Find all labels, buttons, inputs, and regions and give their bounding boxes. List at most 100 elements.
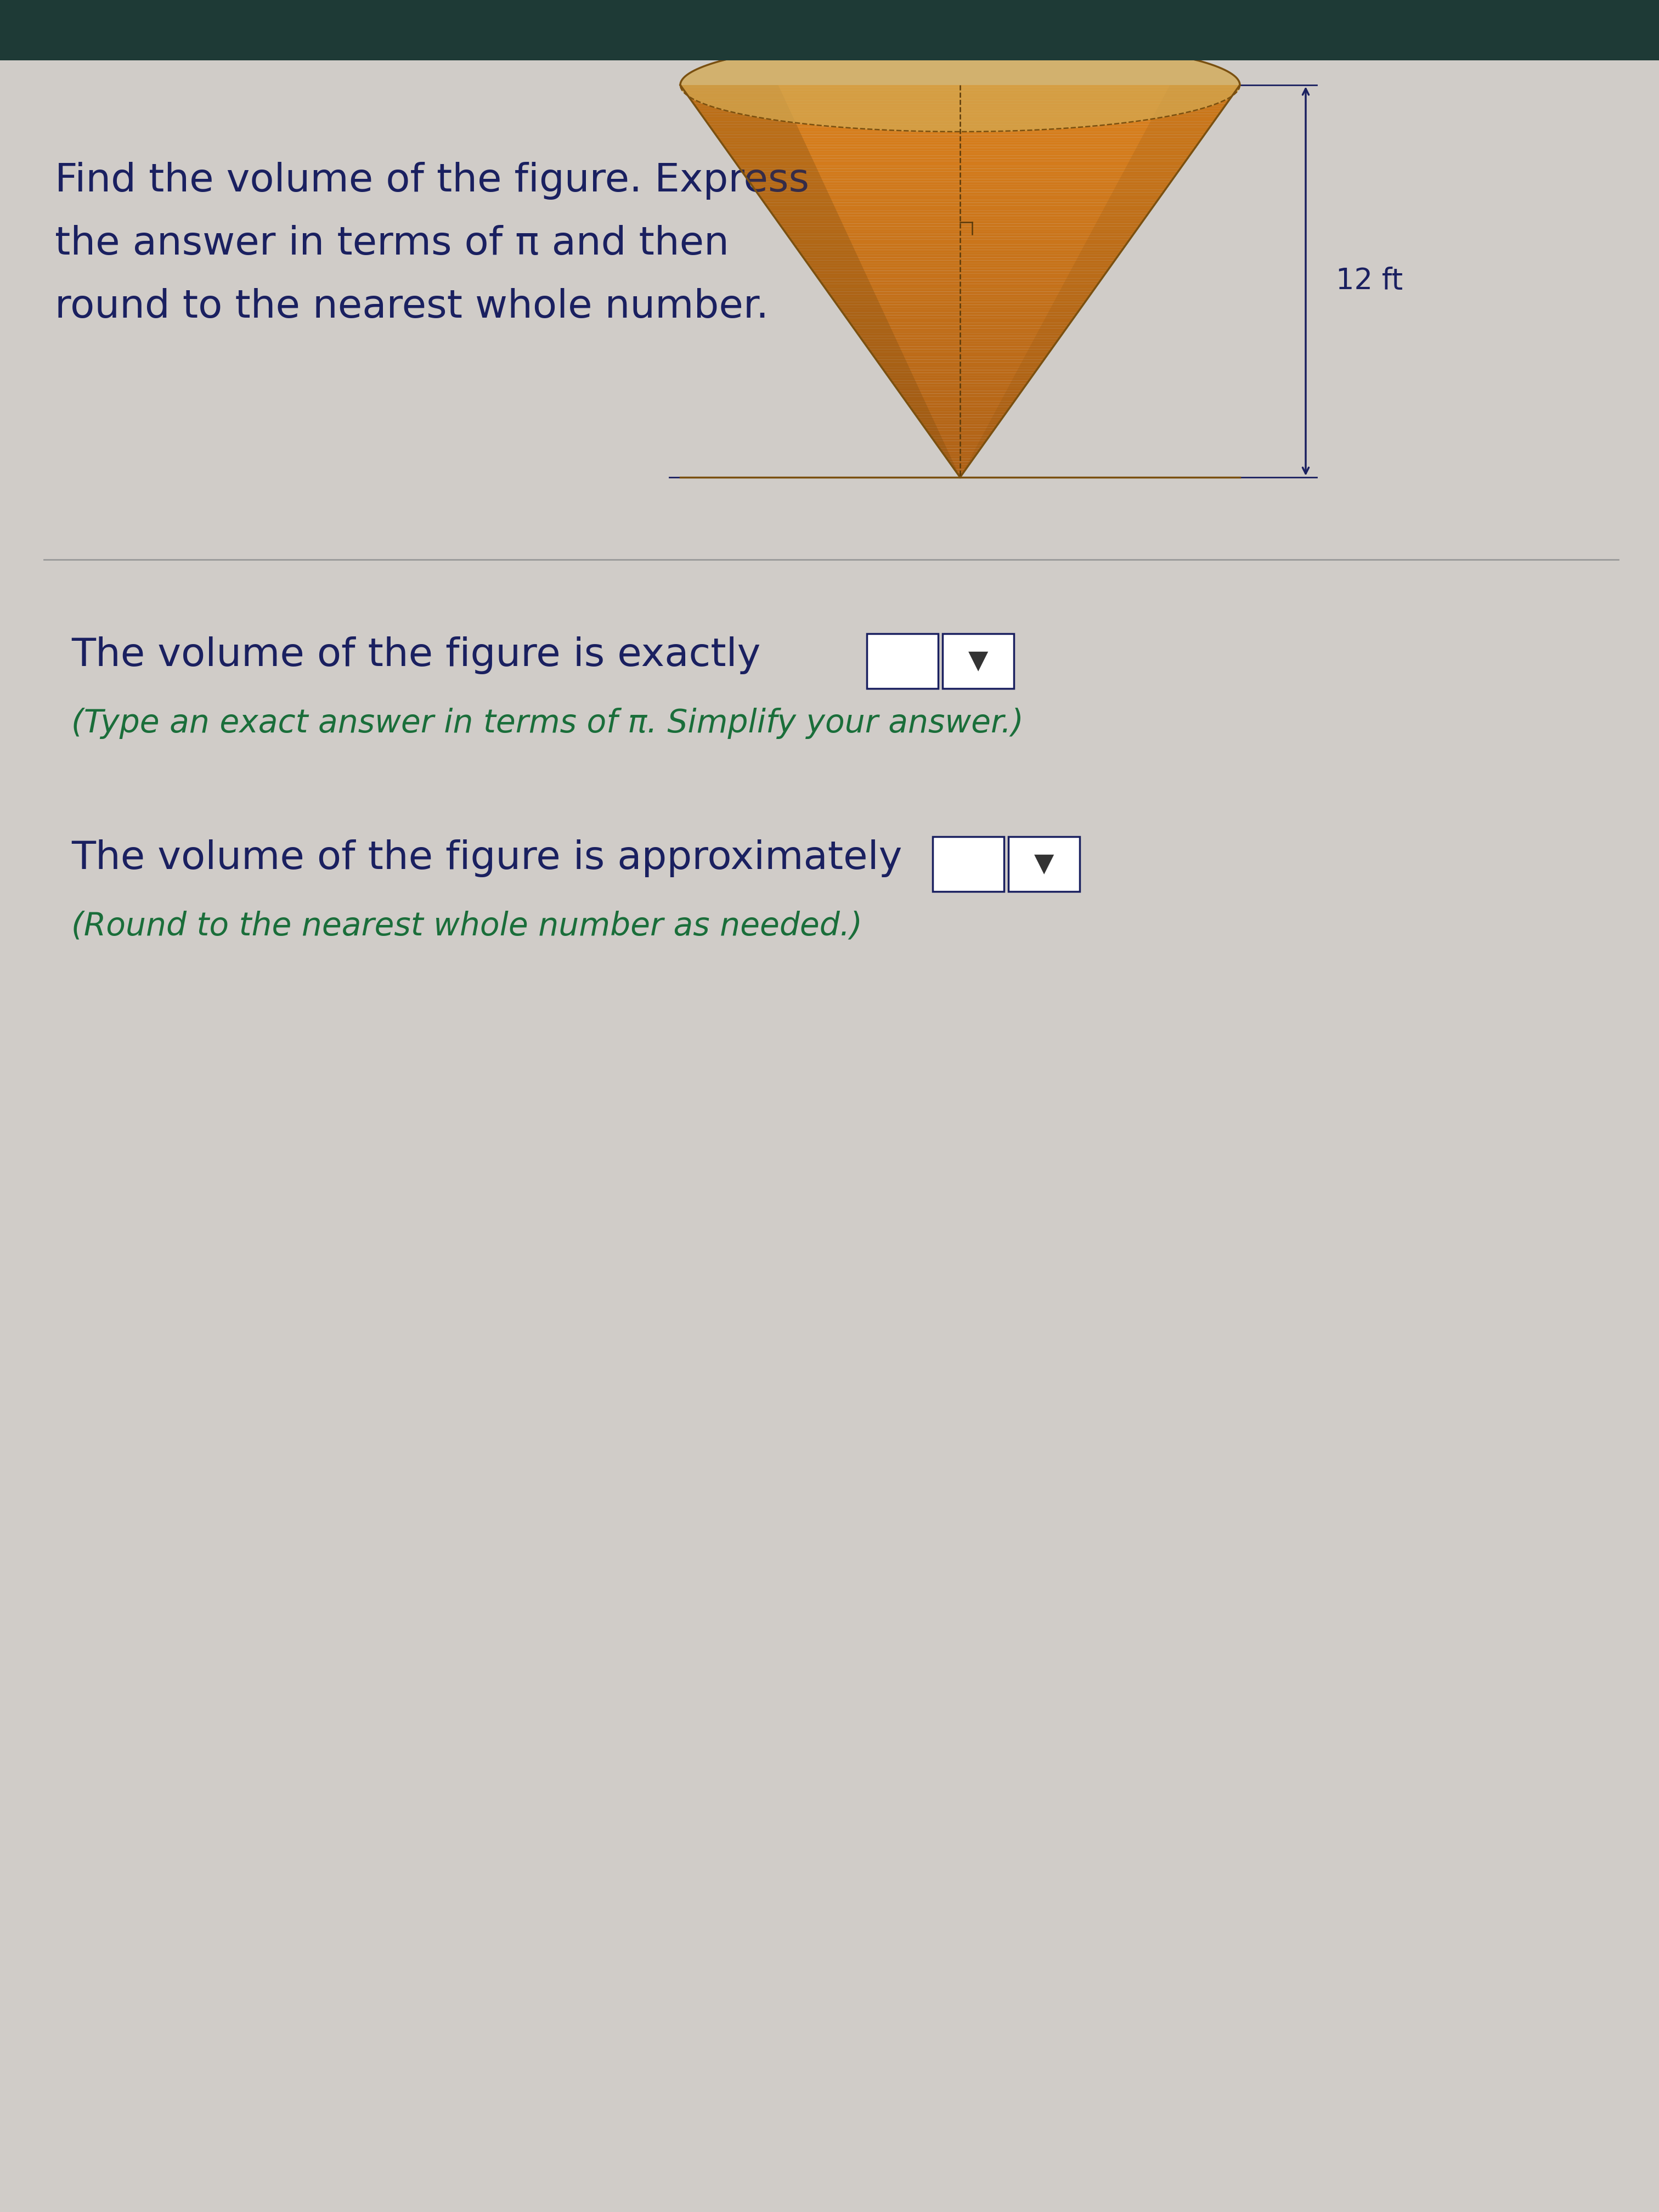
Polygon shape (781, 228, 846, 232)
Polygon shape (757, 192, 1163, 195)
Polygon shape (723, 146, 1196, 148)
Polygon shape (858, 334, 1063, 336)
Polygon shape (730, 153, 813, 159)
Polygon shape (888, 376, 1034, 378)
Polygon shape (956, 471, 964, 476)
Polygon shape (1042, 321, 1072, 325)
Polygon shape (939, 449, 980, 451)
Polygon shape (844, 314, 1075, 319)
Polygon shape (1097, 217, 1145, 223)
Polygon shape (700, 113, 1219, 117)
Polygon shape (712, 128, 801, 135)
Polygon shape (747, 179, 823, 184)
Text: The volume of the figure is approximately: The volume of the figure is approximatel… (71, 838, 902, 878)
Polygon shape (949, 462, 956, 467)
Polygon shape (1133, 148, 1194, 153)
Polygon shape (876, 361, 907, 365)
Polygon shape (1070, 265, 1110, 272)
Polygon shape (907, 405, 929, 409)
Polygon shape (904, 398, 926, 405)
Polygon shape (1083, 241, 1128, 248)
Polygon shape (761, 197, 833, 204)
Polygon shape (961, 473, 964, 478)
Polygon shape (1078, 252, 1121, 257)
Polygon shape (800, 252, 858, 257)
Polygon shape (742, 170, 1178, 175)
Polygon shape (1017, 365, 1040, 369)
Polygon shape (690, 100, 788, 104)
Polygon shape (1151, 115, 1219, 119)
Polygon shape (1012, 374, 1034, 378)
Polygon shape (984, 429, 995, 434)
Polygon shape (757, 192, 831, 197)
Polygon shape (841, 310, 1080, 312)
Polygon shape (755, 190, 1165, 192)
Polygon shape (710, 126, 1209, 131)
Polygon shape (907, 405, 1012, 407)
Polygon shape (944, 453, 977, 456)
Polygon shape (753, 188, 1168, 190)
Polygon shape (810, 265, 864, 272)
Polygon shape (879, 365, 1040, 367)
Polygon shape (916, 414, 1005, 418)
Polygon shape (1102, 208, 1153, 212)
Polygon shape (856, 332, 1065, 334)
Polygon shape (898, 389, 921, 394)
Text: the answer in terms of π and then: the answer in terms of π and then (55, 226, 728, 263)
Polygon shape (896, 389, 1024, 392)
Polygon shape (954, 469, 966, 471)
Polygon shape (974, 447, 980, 453)
Polygon shape (1115, 184, 1170, 188)
Polygon shape (909, 407, 1010, 409)
Polygon shape (728, 153, 1191, 155)
Polygon shape (803, 257, 1117, 261)
Text: (Round to the nearest whole number as needed.): (Round to the nearest whole number as ne… (71, 911, 863, 942)
Text: 30 ft: 30 ft (926, 0, 994, 20)
Polygon shape (917, 418, 1004, 420)
Polygon shape (733, 159, 1188, 161)
Polygon shape (921, 422, 999, 425)
Polygon shape (1136, 144, 1198, 148)
Polygon shape (722, 144, 808, 148)
Polygon shape (846, 319, 1073, 321)
Polygon shape (911, 409, 1009, 411)
Polygon shape (737, 164, 816, 168)
Polygon shape (939, 447, 949, 453)
Polygon shape (932, 438, 989, 440)
Polygon shape (725, 148, 810, 153)
Polygon shape (922, 425, 997, 427)
Polygon shape (864, 343, 1055, 347)
Polygon shape (1057, 292, 1093, 296)
Polygon shape (979, 438, 989, 442)
Polygon shape (1007, 385, 1027, 389)
Polygon shape (680, 84, 780, 91)
Polygon shape (946, 456, 975, 458)
Polygon shape (922, 422, 937, 429)
Polygon shape (848, 321, 1072, 323)
Polygon shape (967, 458, 974, 462)
Polygon shape (692, 102, 1229, 104)
Polygon shape (911, 409, 931, 414)
Polygon shape (849, 323, 1070, 325)
Polygon shape (730, 155, 1190, 159)
Polygon shape (952, 467, 967, 469)
Polygon shape (813, 270, 1108, 274)
Text: 12 ft: 12 ft (1335, 268, 1404, 296)
Polygon shape (919, 420, 1000, 422)
Polygon shape (825, 285, 1097, 290)
Polygon shape (1150, 119, 1216, 124)
Polygon shape (844, 316, 888, 321)
Polygon shape (914, 411, 1007, 414)
Polygon shape (831, 296, 878, 301)
Text: ▼: ▼ (969, 648, 989, 672)
Polygon shape (992, 414, 1005, 418)
Polygon shape (778, 221, 1143, 223)
Polygon shape (1034, 334, 1062, 341)
Polygon shape (687, 95, 785, 100)
Polygon shape (695, 106, 1224, 108)
Polygon shape (688, 95, 1233, 97)
Polygon shape (1029, 345, 1055, 349)
Polygon shape (818, 279, 1102, 281)
Polygon shape (771, 212, 1148, 217)
Text: ▼: ▼ (1034, 852, 1053, 876)
